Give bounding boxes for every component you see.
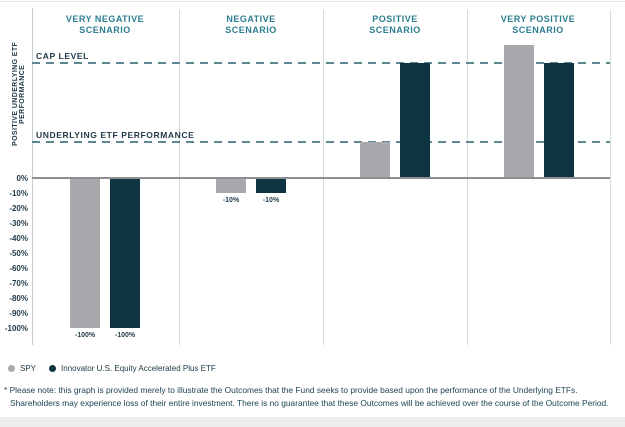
- y-tick-label: -50%: [9, 248, 28, 258]
- bar-value-label: -100%: [74, 332, 96, 339]
- scenario-header-very-positive: VERY POSITIVE SCENARIO: [500, 14, 576, 35]
- legend-item-innovator: Innovator U.S. Equity Accelerated Plus E…: [49, 364, 216, 373]
- legend-item-spy: SPY: [8, 364, 36, 373]
- y-tick-label: -70%: [9, 278, 28, 288]
- innovator-legend-dot: [49, 365, 57, 372]
- bar-innovator-scenario-2: [400, 62, 430, 178]
- footnote-line-1: * Please note: this graph is provided me…: [4, 385, 578, 395]
- y-axis-label: POSITIVE UNDERLYING ETF PERFORMANCE: [12, 41, 26, 147]
- bar-spy-scenario-0: [70, 178, 100, 328]
- innovator-legend-label: Innovator U.S. Equity Accelerated Plus E…: [61, 364, 216, 373]
- y-tick-label: -10%: [9, 188, 28, 198]
- footnote-line-2: Shareholders may experience loss of thei…: [10, 398, 609, 408]
- y-tick-label: -20%: [9, 203, 28, 213]
- legend: SPY Innovator U.S. Equity Accelerated Pl…: [8, 364, 216, 373]
- cap-level-label: CAP LEVEL: [36, 50, 89, 61]
- y-tick-label: -60%: [9, 263, 28, 273]
- bar-innovator-scenario-1: [256, 178, 286, 193]
- scenario-header-positive: POSITIVE SCENARIO: [369, 14, 421, 35]
- top-border: [0, 1, 625, 2]
- zero-baseline: [32, 177, 610, 179]
- y-tick-label: -100%: [4, 323, 28, 333]
- bottom-border: [0, 417, 625, 427]
- y-axis-line: [32, 8, 33, 345]
- bar-innovator-scenario-3: [543, 62, 574, 178]
- spy-legend-label: SPY: [20, 364, 37, 373]
- y-tick-label: -90%: [9, 308, 28, 318]
- footnote: * Please note: this graph is provided me…: [4, 384, 620, 410]
- scenario-header-very-negative: VERY NEGATIVE SCENARIO: [65, 14, 145, 35]
- bar-value-label: -10%: [262, 197, 280, 204]
- y-tick-label: 0%: [16, 173, 28, 183]
- y-tick-label: -30%: [9, 218, 28, 228]
- bar-spy-scenario-3: [503, 44, 534, 178]
- underlying-etf-performance-line: [32, 141, 610, 143]
- scenario-header-negative: NEGATIVE SCENARIO: [225, 14, 277, 35]
- scenario-separator: [610, 10, 611, 345]
- bar-spy-scenario-2: [360, 142, 390, 178]
- cap-level-line: [32, 61, 610, 64]
- bar-innovator-scenario-0: [110, 178, 140, 328]
- bar-spy-scenario-1: [216, 178, 246, 193]
- underlying-etf-performance-label: UNDERLYING ETF PERFORMANCE: [36, 130, 195, 140]
- y-tick-label: -40%: [9, 233, 28, 243]
- bar-value-label: -10%: [222, 197, 240, 204]
- y-tick-label: -80%: [9, 293, 28, 303]
- spy-legend-dot: [8, 365, 15, 372]
- bar-value-label: -100%: [114, 332, 136, 339]
